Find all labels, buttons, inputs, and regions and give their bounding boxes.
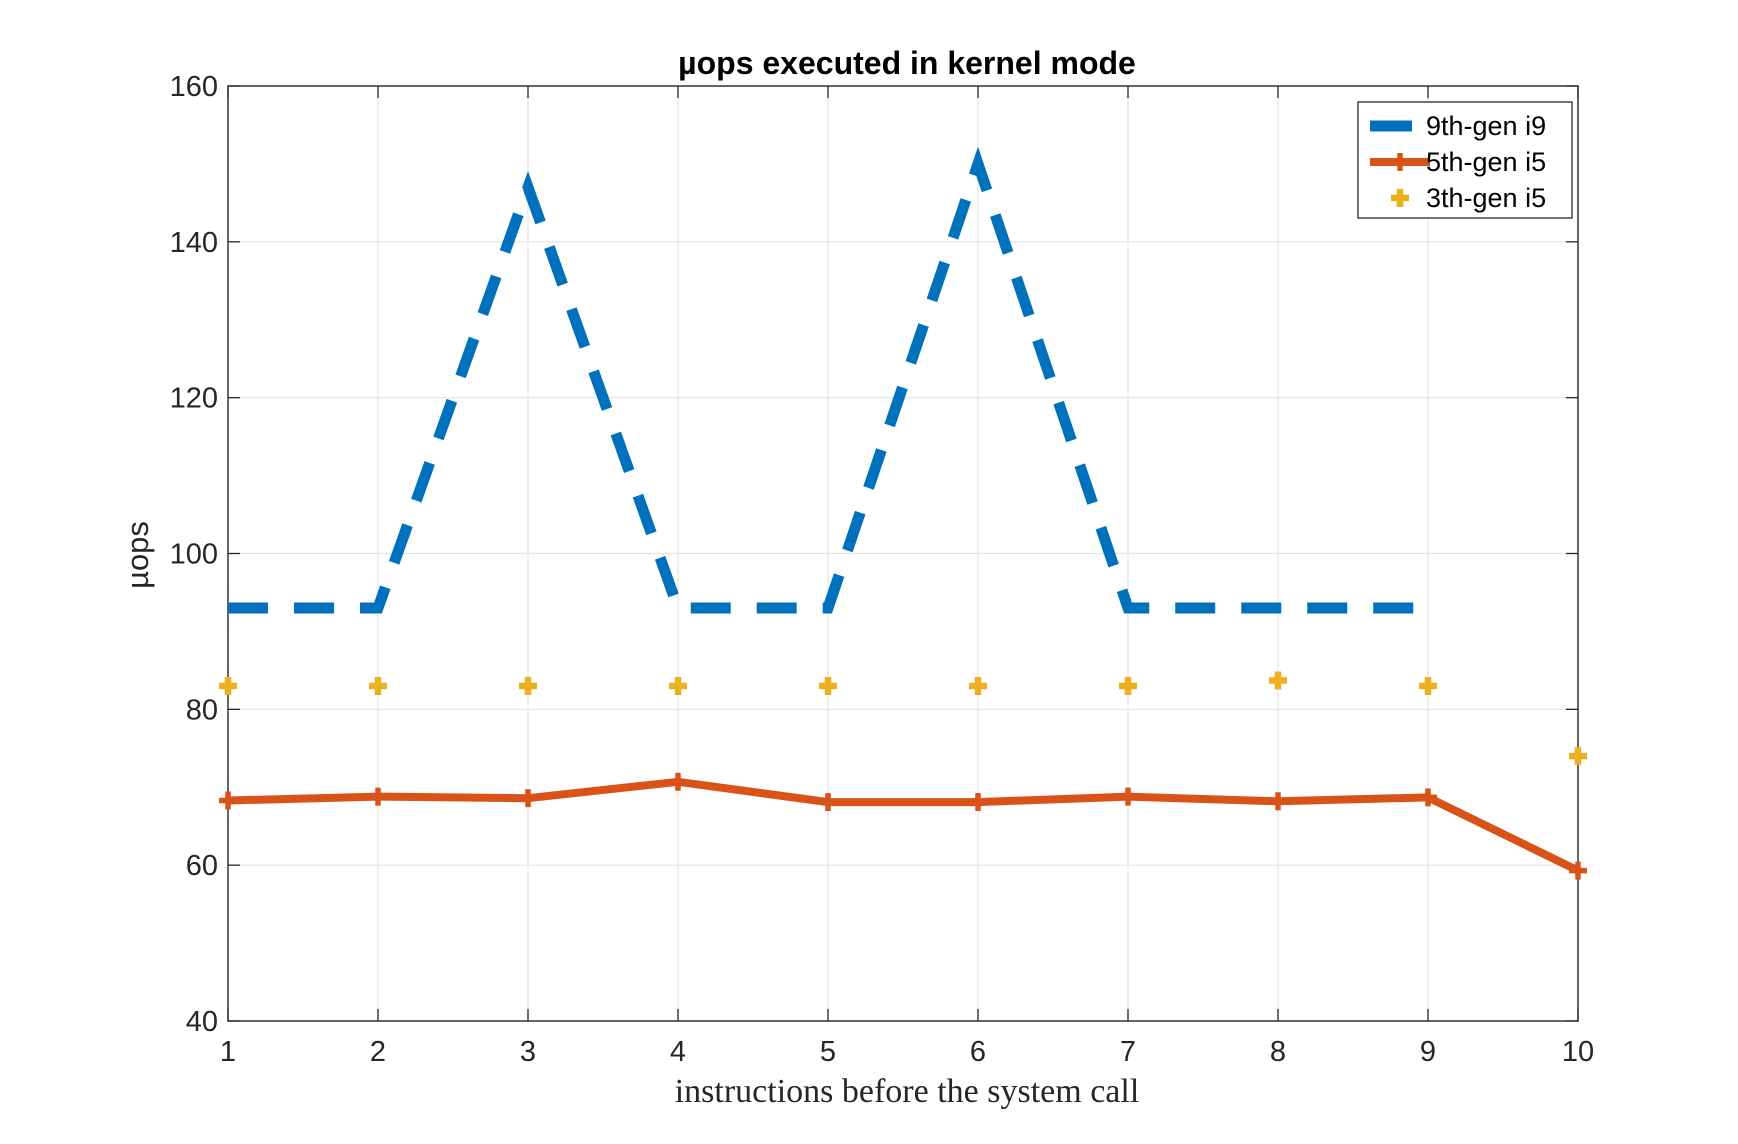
data-point — [1119, 676, 1137, 695]
legend-swatches — [1370, 120, 1430, 207]
data-point — [819, 793, 837, 812]
data-point — [1269, 671, 1287, 690]
data-point — [519, 789, 537, 808]
data-point — [219, 676, 237, 695]
x-tick-label: 5 — [820, 1036, 836, 1068]
x-tick-label: 6 — [970, 1036, 986, 1068]
series-1 — [219, 772, 1587, 880]
y-tick-label: 120 — [170, 383, 218, 415]
data-point — [1569, 861, 1587, 880]
legend-swatch-series-2 — [1391, 189, 1409, 207]
legend-label-series-0: 9th-gen i9 — [1426, 111, 1546, 141]
x-tick-label: 4 — [670, 1036, 686, 1068]
legend-marker-series-1 — [1391, 153, 1409, 171]
data-point — [1269, 792, 1287, 811]
series-2 — [219, 671, 1587, 766]
tick-label-layer: 1 2 3 4 5 6 7 8 9 10 40 60 80 100 120 140 160 — [170, 71, 1595, 1068]
x-tick-label: 9 — [1420, 1036, 1436, 1068]
y-tick-label: 80 — [186, 694, 218, 726]
data-point — [219, 791, 237, 810]
x-tick-label: 2 — [370, 1036, 386, 1068]
y-axis-label: µops — [120, 521, 155, 589]
data-point — [1419, 788, 1437, 807]
y-tick-label: 160 — [170, 71, 218, 103]
data-point — [819, 676, 837, 695]
series-0 — [227, 146, 1429, 614]
data-point — [1119, 787, 1137, 806]
axes-layer — [227, 85, 1579, 1022]
x-tick-label: 1 — [220, 1036, 236, 1068]
x-tick-label: 8 — [1270, 1036, 1286, 1068]
legend-label-series-1: 5th-gen i5 — [1426, 147, 1546, 177]
x-tick-label: 7 — [1120, 1036, 1136, 1068]
data-point — [1569, 747, 1587, 766]
series-line — [228, 146, 1428, 614]
data-point — [669, 772, 687, 791]
legend: 9th-gen i9 5th-gen i5 3th-gen i5 — [1357, 101, 1573, 219]
data-point — [519, 676, 537, 695]
data-point — [669, 676, 687, 695]
data-point — [369, 676, 387, 695]
legend-label-series-2: 3th-gen i5 — [1426, 183, 1546, 213]
data-point — [1419, 676, 1437, 695]
series-line — [227, 777, 1580, 875]
x-tick-label: 10 — [1562, 1036, 1594, 1068]
x-tick-label: 3 — [520, 1036, 536, 1068]
y-tick-label: 140 — [170, 227, 218, 259]
y-tick-label: 100 — [170, 539, 218, 571]
data-point — [369, 787, 387, 806]
data-point — [969, 676, 987, 695]
series-layer — [219, 146, 1587, 880]
y-tick-label: 60 — [186, 850, 218, 882]
chart-title: µops executed in kernel mode — [678, 45, 1136, 81]
y-tick-label: 40 — [186, 1006, 218, 1038]
data-point — [969, 793, 987, 812]
x-axis-label: instructions before the system call — [675, 1073, 1140, 1110]
